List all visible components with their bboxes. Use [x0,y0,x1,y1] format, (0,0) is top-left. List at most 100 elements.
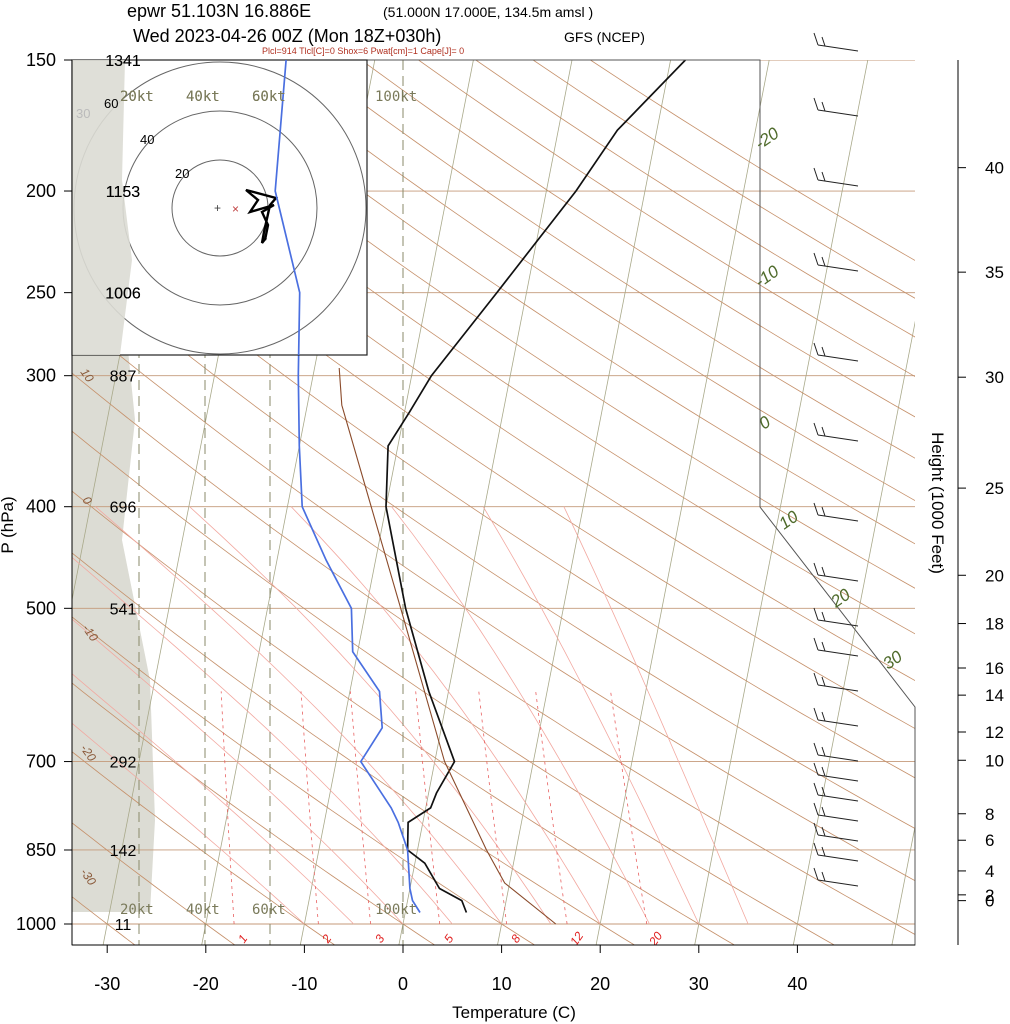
wind-barb-flag [821,806,826,817]
wind-barb-flag [813,342,819,356]
dry-adiabat-line [72,822,236,945]
height-tick-label: 0 [985,892,994,911]
wind-barb-staff [817,684,859,692]
wind-barb-flag [821,506,826,517]
height-marker-label: 1341 [105,53,141,70]
wind-barb-flag [813,607,819,621]
dry-adiabat-line [72,430,836,945]
height-marker-label: 696 [110,500,137,517]
wind-barb-flag [813,637,819,651]
isotherm-line [497,60,671,945]
height-tick-label: 6 [985,831,994,850]
dewpoint-line [274,60,421,913]
dry-adiabat-line [72,372,915,935]
dry-adiabat-line [245,60,915,502]
dry-adiabat-line [417,60,915,377]
wind-barb-staff [817,794,859,802]
moist-adiabat-line [189,506,552,925]
height-marker-label: 1006 [105,286,141,303]
wind-barb-flag [821,786,826,797]
mixing-ratio-label: 3 [372,932,387,946]
dry-adiabat-line [131,60,915,589]
wind-barb-flag [813,802,819,816]
parcel-line [338,367,557,925]
header-indices: Plcl=914 Tlcl[C]=0 Shox=6 Pwat[cm]=1 Cap… [262,46,464,56]
dry-adiabat-line [72,552,636,945]
dry-adiabat-line [72,316,915,882]
dry-adiabat-line [72,208,915,779]
header-location-sub: (51.000N 17.000E, 134.5m amsl ) [383,4,593,20]
pressure-tick-label: 850 [26,840,56,860]
dewpoint-line-inset [274,60,301,355]
x-tick-label: 0 [398,974,408,994]
height-tick-label: 12 [985,723,1004,742]
wind-barb-staff [817,109,859,117]
wind-barb-flag [813,782,819,796]
wind-barb-staff [817,814,859,822]
wind-barb-flag [821,611,826,622]
moist-adiabat-line [72,618,404,925]
wind-barb-staff [817,754,859,762]
dry-adiabat-line [72,616,536,945]
dry-adiabat-line [72,156,915,729]
wind-barb-staff [817,514,859,522]
x-tick-label: 30 [689,974,709,994]
wind-barb-flag [821,826,826,837]
hodograph-ring-label: 20 [175,166,189,181]
x-tick-label: 20 [590,974,610,994]
pressure-tick-label: 200 [26,181,56,201]
dry-adiabat-line [188,60,915,545]
x-tick-label: 40 [787,974,807,994]
pressure-tick-label: 250 [26,283,56,303]
wind-barb-flag [813,252,819,266]
x-tick-label: -30 [94,974,120,994]
height-axis-ticks: 02 4 6 8 10 12 14 16 18 20 25 30 35 40 [957,60,1004,945]
wind-barb-staff [817,649,859,657]
wind-barb-flag [821,871,826,882]
dry-adiabat-line [72,261,915,829]
height-tick-label: 8 [985,805,994,824]
wind-barb-staff [817,574,859,582]
wind-barb-flag [821,566,826,577]
wind-barb-flag [813,742,819,756]
wind-barb-staff [817,44,859,52]
pressure-tick-label: 1000 [16,914,56,934]
wind-barb-staff [817,354,859,362]
moist-adiabat-line [95,506,502,925]
dry-adiabat-line [72,106,915,681]
moist-adiabat-line [72,556,453,925]
wind-speed-label: 40kt [186,89,220,105]
isotherm-label: -10 [751,261,782,291]
x-tick-label: -10 [291,974,317,994]
wind-barb-flag [821,346,826,357]
height-marker-label: 1153 [106,184,141,201]
right-axis-label: Height (1000 Feet) [928,432,947,574]
mixing-ratio-label: 20 [646,929,666,949]
wind-barb-flag [813,762,819,776]
mixing-ratio-label: 8 [508,932,523,946]
moist-adiabat-line [72,673,354,925]
wind-barb-staff [817,434,859,442]
pressure-tick-label: 400 [26,497,56,517]
mixing-ratio-line [220,691,235,925]
wind-barb-flag [821,36,826,47]
wind-barbs [813,32,859,887]
wind-barb-staff [817,179,859,187]
wind-speed-label: 20kt [120,89,154,105]
header-model: GFS (NCEP) [564,29,645,45]
dry-adiabat-line [72,751,336,945]
hodograph-ring-label: 40 [140,132,154,147]
isotherm-label: 0 [755,412,774,433]
wind-barb-flag [821,846,826,857]
mixing-ratio-line [610,691,648,925]
moist-adiabat-line [290,506,601,925]
hodograph-trace [245,188,279,244]
height-tick-label: 14 [985,686,1004,705]
wind-barb-staff [817,834,859,842]
height-tick-label: 4 [985,862,994,881]
wind-barb-flag [821,426,826,437]
x-axis-label: Temperature (C) [452,1003,576,1022]
pressure-tick-label: 150 [26,50,56,70]
height-marker-label: 1153 [106,184,141,201]
isotherm-line [694,60,869,945]
